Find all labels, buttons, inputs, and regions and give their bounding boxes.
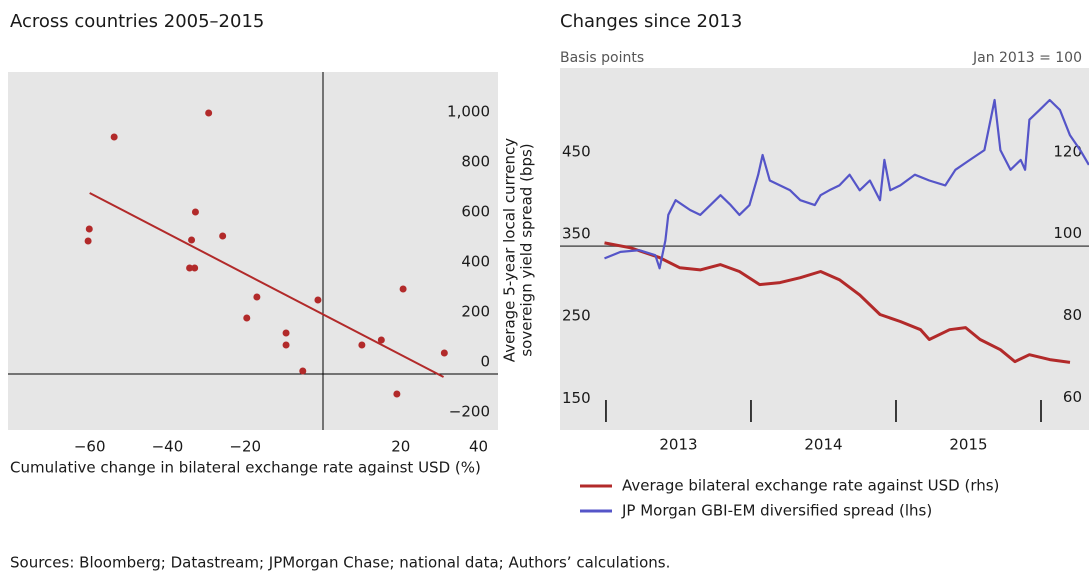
y-axis-label: sovereign yield spread (bps) <box>518 143 536 356</box>
x-tick-label: −40 <box>152 438 184 456</box>
scatter-point <box>243 314 251 322</box>
scatter-point <box>440 349 448 357</box>
x-tick-label: 20 <box>391 438 410 456</box>
y2-tick-label: 120 <box>1053 142 1082 160</box>
scatter-point <box>299 367 307 375</box>
chart-title: Changes since 2013 <box>560 11 742 32</box>
scatter-point <box>393 390 401 398</box>
scatter-point <box>399 285 407 293</box>
sources: Sources: Bloomberg; Datastream; JPMorgan… <box>10 554 670 572</box>
scatter-point <box>186 264 194 272</box>
scatter-point <box>84 237 92 245</box>
legend-label: Average bilateral exchange rate against … <box>622 477 999 495</box>
scatter-point <box>377 336 385 344</box>
x-tick-label: 2013 <box>659 436 697 454</box>
y-tick-label: 200 <box>461 303 490 321</box>
series-line <box>604 241 1071 364</box>
y-tick-label: 150 <box>562 389 591 407</box>
y2-axis-label: Jan 2013 = 100 <box>972 50 1082 66</box>
y-tick-label: 600 <box>461 203 490 221</box>
scatter-point <box>188 236 196 244</box>
plot-background <box>8 72 498 430</box>
legend-label: JP Morgan GBI-EM diversified spread (lhs… <box>621 502 932 520</box>
y-axis-label: Basis points <box>560 50 644 66</box>
chart-title: Across countries 2005–2015 <box>10 11 264 32</box>
y-axis-label: Average 5-year local currency <box>501 138 519 362</box>
y-tick-label: 800 <box>461 153 490 171</box>
x-axis-label: Cumulative change in bilateral exchange … <box>10 459 481 477</box>
scatter-point <box>282 329 290 337</box>
scatter-point <box>358 341 366 349</box>
x-tick-label: 40 <box>469 438 488 456</box>
y-tick-label: 1,000 <box>447 103 490 121</box>
x-tick-label: 2015 <box>949 436 987 454</box>
y2-tick-label: 100 <box>1053 224 1082 242</box>
y-tick-label: 450 <box>562 143 591 161</box>
x-tick-label: −20 <box>229 438 261 456</box>
scatter-point <box>314 296 322 304</box>
scatter-point <box>282 341 290 349</box>
y-tick-label: 250 <box>562 307 591 325</box>
x-tick-label: −60 <box>74 438 106 456</box>
y2-tick-label: 60 <box>1063 388 1082 406</box>
scatter-point <box>205 109 213 117</box>
x-tick-label: 2014 <box>804 436 842 454</box>
y-tick-label: −200 <box>449 403 490 421</box>
y2-tick-label: 80 <box>1063 306 1082 324</box>
series-line <box>604 98 1089 270</box>
scatter-point <box>110 133 118 141</box>
y-tick-label: 350 <box>562 225 591 243</box>
scatter-point <box>219 232 227 240</box>
scatter-point <box>191 208 199 216</box>
scatter-point <box>85 225 93 233</box>
scatter-point <box>191 264 199 272</box>
plot-background <box>560 68 1089 430</box>
scatter-point <box>253 293 261 301</box>
trend-line <box>89 192 445 378</box>
y-tick-label: 0 <box>480 353 490 371</box>
y-tick-label: 400 <box>461 253 490 271</box>
